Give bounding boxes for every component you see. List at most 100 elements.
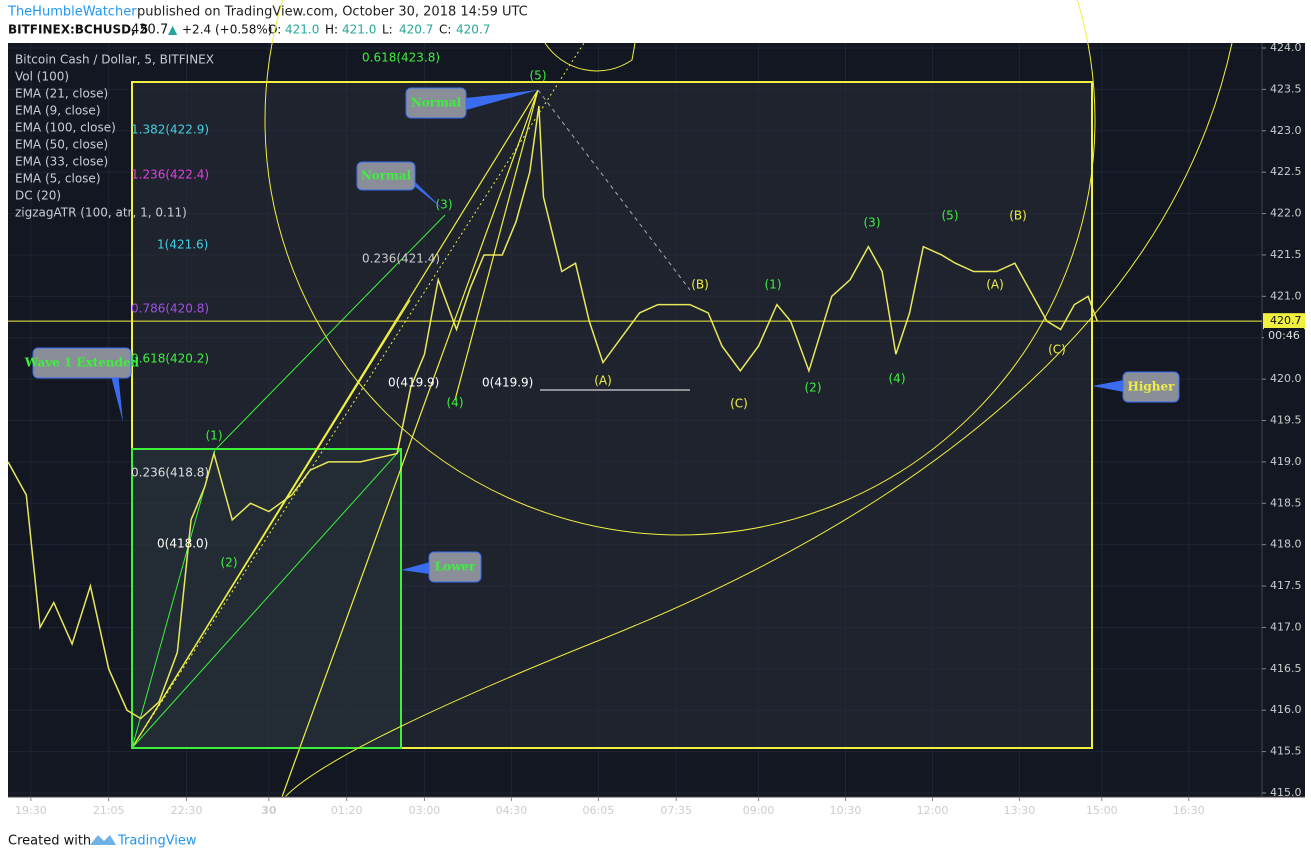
y-tick-label: 422.5	[1270, 165, 1302, 178]
fib-label: 0(419.9)	[482, 376, 533, 390]
callout-pointer	[1092, 380, 1124, 392]
countdown: 00:46	[1268, 329, 1300, 342]
fib-label: 1.382(422.9)	[131, 123, 209, 137]
y-tick-label: 420.0	[1270, 372, 1302, 385]
y-tick-label: 419.5	[1270, 414, 1302, 427]
wave-label: (4)	[447, 396, 464, 410]
x-tick-label: 13:30	[1004, 804, 1036, 817]
wave-label: (A)	[594, 374, 612, 388]
fib-label: 1(421.6)	[157, 238, 208, 252]
callout-text: Higher	[1128, 380, 1176, 394]
fib-label: 0.236(418.8)	[131, 466, 209, 480]
wave-label: (1)	[206, 429, 223, 443]
legend-item: EMA (50, close)	[15, 138, 108, 152]
y-tick-label: 415.0	[1270, 786, 1302, 799]
y-tick-label: 416.5	[1270, 662, 1302, 675]
legend-item: EMA (5, close)	[15, 172, 101, 186]
y-tick-label: 421.5	[1270, 248, 1302, 261]
ohlc-label: H:	[325, 23, 338, 37]
y-tick-label: 423.0	[1270, 124, 1302, 137]
ohlc-value: 420.7	[456, 23, 490, 37]
x-tick-label: 16:30	[1173, 804, 1205, 817]
callout-pointer	[466, 90, 538, 110]
y-tick-label: 421.0	[1270, 289, 1302, 302]
y-tick-label: 418.5	[1270, 496, 1302, 509]
wave-label: (B)	[1009, 209, 1027, 223]
brand: TradingView	[117, 834, 197, 849]
y-tick-label: 416.0	[1270, 703, 1302, 716]
change: +2.4 (+0.58%)	[182, 23, 273, 37]
trend-lines	[131, 89, 539, 798]
fib-label: 0(419.9)	[388, 376, 439, 390]
green-lines	[131, 214, 446, 749]
wave-label: (5)	[530, 69, 547, 83]
author: TheHumbleWatcher	[7, 5, 137, 20]
price-line	[7, 105, 1098, 720]
arc	[284, 42, 1233, 798]
legend-item: Vol (100)	[15, 70, 69, 84]
ohlc-label: C:	[439, 23, 451, 37]
callout-pointer	[401, 562, 430, 574]
y-tick-label: 423.5	[1270, 82, 1302, 95]
ohlc-label: L:	[382, 23, 393, 37]
last: 420.7	[131, 23, 168, 38]
wave-label: (C)	[1048, 343, 1066, 357]
fib-label: 0.618(420.2)	[131, 352, 209, 366]
x-tick-label: 01:20	[331, 804, 363, 817]
y-tick-label: 422.0	[1270, 207, 1302, 220]
wave-label: (5)	[942, 209, 959, 223]
wave-label: (2)	[805, 381, 822, 395]
x-tick-label: 06:05	[583, 804, 615, 817]
wave-label: (3)	[436, 198, 453, 212]
ohlc-value: 421.0	[285, 23, 319, 37]
fib-label: 1.236(422.4)	[131, 168, 209, 182]
fib-label: 0.786(420.8)	[131, 302, 209, 316]
published: published on TradingView.com, October 30…	[137, 5, 528, 20]
x-tick-label: 04:30	[496, 804, 528, 817]
callout	[356, 161, 416, 191]
x-tick-label: 12:00	[917, 804, 949, 817]
callout	[32, 347, 132, 379]
wave-label: (A)	[986, 278, 1004, 292]
x-tick-label: 21:05	[93, 804, 125, 817]
ohlc-value: 420.7	[399, 23, 433, 37]
callout-text: Lower	[435, 560, 476, 574]
yellow-box	[131, 81, 1093, 749]
legend-item: DC (20)	[15, 189, 61, 203]
arrow: ▲	[168, 23, 178, 37]
wave-label: (B)	[691, 278, 709, 292]
x-tick-label: 03:00	[409, 804, 441, 817]
symbol: BITFINEX:BCHUSD, 5	[8, 23, 148, 37]
current-price-label: 420.7	[1270, 314, 1302, 327]
wave-label: (3)	[864, 216, 881, 230]
legend-item: EMA (21, close)	[15, 87, 108, 101]
y-tick-label: 418.0	[1270, 538, 1302, 551]
arc	[544, 42, 636, 72]
wave-label: (1)	[765, 278, 782, 292]
legend-item: EMA (9, close)	[15, 104, 101, 118]
price-series	[7, 105, 1098, 720]
legend-item: EMA (100, close)	[15, 121, 116, 135]
callout	[1122, 371, 1180, 403]
x-tick-label: 07:35	[660, 804, 692, 817]
created-with: Created with	[8, 834, 91, 849]
dashed-line	[537, 89, 691, 291]
x-tick-label: 09:00	[743, 804, 775, 817]
ohlc-value: 421.0	[342, 23, 376, 37]
callout	[428, 551, 482, 583]
callout-text: Normal	[361, 169, 412, 183]
fib-label: 0(418.0)	[157, 537, 208, 551]
wave-label: (2)	[221, 556, 238, 570]
y-tick-label: 424.0	[1270, 41, 1302, 54]
wave-label: (4)	[889, 372, 906, 386]
legend-item: zigzagATR (100, atr, 1, 0.11)	[15, 206, 187, 220]
current-price-tag	[1263, 313, 1305, 330]
x-tick-label: 15:00	[1086, 804, 1118, 817]
y-tick-label: 419.0	[1270, 455, 1302, 468]
callout	[405, 87, 467, 119]
callout-text: Normal	[411, 96, 462, 110]
legend-item: EMA (33, close)	[15, 155, 108, 169]
y-tick-label: 417.5	[1270, 579, 1302, 592]
x-tick-label: 22:30	[171, 804, 203, 817]
x-tick-label: 19:30	[15, 804, 47, 817]
